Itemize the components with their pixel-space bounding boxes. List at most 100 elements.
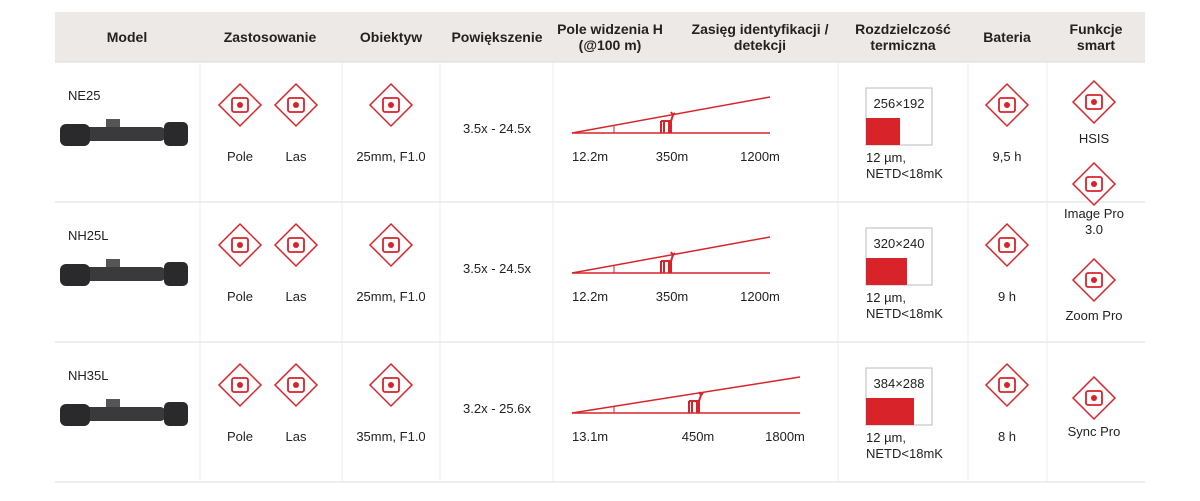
icon-diamond <box>273 362 319 408</box>
lens: 25mm, F1.0 <box>356 149 426 164</box>
icon-dot <box>1091 99 1097 105</box>
icon-glyph <box>1085 272 1103 288</box>
icon-diamond <box>217 82 263 128</box>
column-header: Bateria <box>983 29 1031 45</box>
pixel-pitch: 12 µm, <box>866 430 907 445</box>
range-top <box>571 236 771 274</box>
icon-dot <box>1091 181 1097 187</box>
icon-dot <box>388 102 394 108</box>
icon-glyph <box>998 377 1016 393</box>
scope-image <box>60 399 188 426</box>
column-header: Model <box>106 29 148 45</box>
header-background <box>55 12 1145 62</box>
deer <box>688 391 704 413</box>
icon-glyph <box>382 377 400 393</box>
icon-diamond <box>984 222 1030 268</box>
identification-range: 350m <box>655 149 689 164</box>
scope-body <box>66 407 166 421</box>
pixel-pitch: 12 µm, <box>866 290 907 305</box>
zoom: 3.5x - 24.5x <box>463 121 531 136</box>
icon-glyph <box>382 237 400 253</box>
icon-glyph <box>287 377 305 393</box>
zoom: 3.5x - 24.5x <box>463 261 531 276</box>
icon-glyph <box>1085 176 1103 192</box>
lens-icon <box>368 82 414 128</box>
column-header: Powiększenie <box>451 29 543 45</box>
netd: NETD<18mK <box>866 166 943 181</box>
icon-diamond <box>984 362 1030 408</box>
scope-eyepiece <box>60 404 90 426</box>
scope-image <box>60 259 188 286</box>
icon-glyph <box>287 237 305 253</box>
deer <box>660 251 676 273</box>
deer <box>660 111 676 133</box>
icon-diamond <box>984 82 1030 128</box>
function-icon <box>1071 79 1117 125</box>
use-label: Pole <box>226 149 254 164</box>
scope-eyepiece <box>60 264 90 286</box>
icon-dot <box>237 242 243 248</box>
icon-diamond <box>273 222 319 268</box>
zoom: 3.2x - 25.6x <box>463 401 531 416</box>
icon-dot <box>237 102 243 108</box>
icon-diamond <box>217 362 263 408</box>
identification-range: 350m <box>655 289 689 304</box>
icon-diamond <box>1071 79 1117 125</box>
icon-glyph <box>998 237 1016 253</box>
function-icon <box>1071 375 1117 421</box>
resolution-block <box>866 398 914 425</box>
fov: 12.2m <box>572 149 609 164</box>
icon-diamond <box>1071 375 1117 421</box>
icon-dot <box>293 102 299 108</box>
battery-icon <box>984 362 1030 408</box>
icon-glyph <box>287 97 305 113</box>
icon-glyph <box>998 97 1016 113</box>
column-header: Zasięg identyfikacji / detekcji <box>691 21 829 53</box>
scope-mount <box>106 259 120 267</box>
lens: 25mm, F1.0 <box>356 289 426 304</box>
resolution-block <box>866 258 907 285</box>
use-label: Pole <box>226 429 254 444</box>
use-icon <box>273 82 319 128</box>
icon-glyph <box>231 377 249 393</box>
icon-dot <box>1091 277 1097 283</box>
function-label: Sync Pro <box>1067 424 1121 439</box>
icon-glyph <box>231 97 249 113</box>
use-icon <box>217 222 263 268</box>
icon-dot <box>237 382 243 388</box>
icon-diamond <box>1071 257 1117 303</box>
icon-diamond <box>368 222 414 268</box>
detection-range: 1200m <box>740 149 780 164</box>
use-icon <box>217 362 263 408</box>
battery-icon <box>984 222 1030 268</box>
use-label: Las <box>285 149 307 164</box>
scope-mount <box>106 399 120 407</box>
detection-range: 1200m <box>740 289 780 304</box>
scope-objective <box>164 402 188 426</box>
detection-range: 1800m <box>765 429 805 444</box>
icon-dot <box>1004 242 1010 248</box>
use-label: Las <box>285 429 307 444</box>
scope-objective <box>164 262 188 286</box>
scope-eyepiece <box>60 124 90 146</box>
pixel-pitch: 12 µm, <box>866 150 907 165</box>
lens-icon <box>368 222 414 268</box>
scope-image <box>60 119 188 146</box>
icon-glyph <box>382 97 400 113</box>
icon-dot <box>1091 395 1097 401</box>
battery: 8 h <box>997 429 1017 444</box>
range-top <box>571 376 801 414</box>
icon-diamond <box>368 82 414 128</box>
icon-dot <box>388 242 394 248</box>
scope-objective <box>164 122 188 146</box>
battery: 9,5 h <box>992 149 1022 164</box>
model-name: NE25 <box>68 88 101 103</box>
use-icon <box>273 362 319 408</box>
column-header: Obiektyw <box>359 29 423 45</box>
column-header: Pole widzenia H (@100 m) <box>557 21 663 53</box>
scope-body <box>66 267 166 281</box>
function-icon <box>1071 257 1117 303</box>
icon-glyph <box>1085 94 1103 110</box>
